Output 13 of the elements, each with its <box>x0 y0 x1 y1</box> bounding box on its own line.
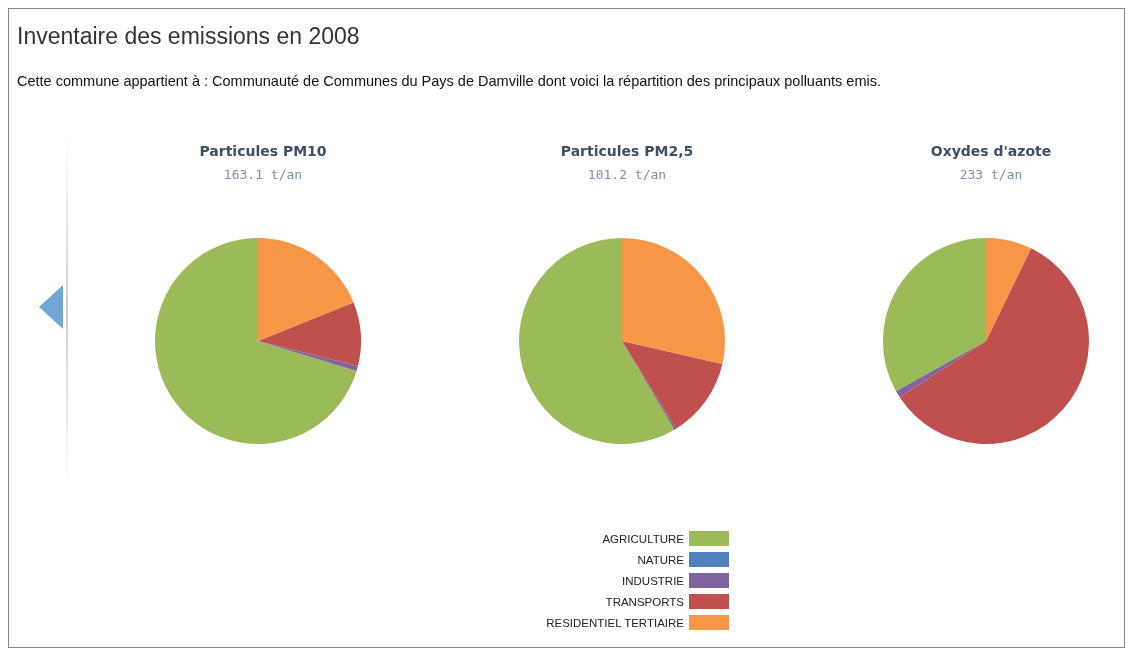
text: 163.1 t/an <box>223 167 303 182</box>
text: 233 t/an <box>959 167 1023 182</box>
slice-label: Particules PM10 <box>199 143 327 159</box>
legend-label: INDUSTRIE <box>622 574 685 587</box>
legend-label: NATURE <box>637 553 685 566</box>
chart-subtitle: Cette commune appartient à : Communauté de Communes du Pays de Damville dont voici la répartition des principaux polluants emis. <box>17 73 881 89</box>
legend-label: AGRICULTURE <box>602 532 685 545</box>
slice-label: Oxydes d'azote <box>930 143 1052 159</box>
legend-label: RESIDENTIEL TERTIAIRE <box>546 616 685 629</box>
chart-title: Inventaire des emissions en 2008 <box>17 23 360 50</box>
text: 101.2 t/an <box>587 167 667 182</box>
slice-label: Particules PM2,5 <box>560 143 694 159</box>
legend-label: TRANSPORTS <box>605 595 685 608</box>
